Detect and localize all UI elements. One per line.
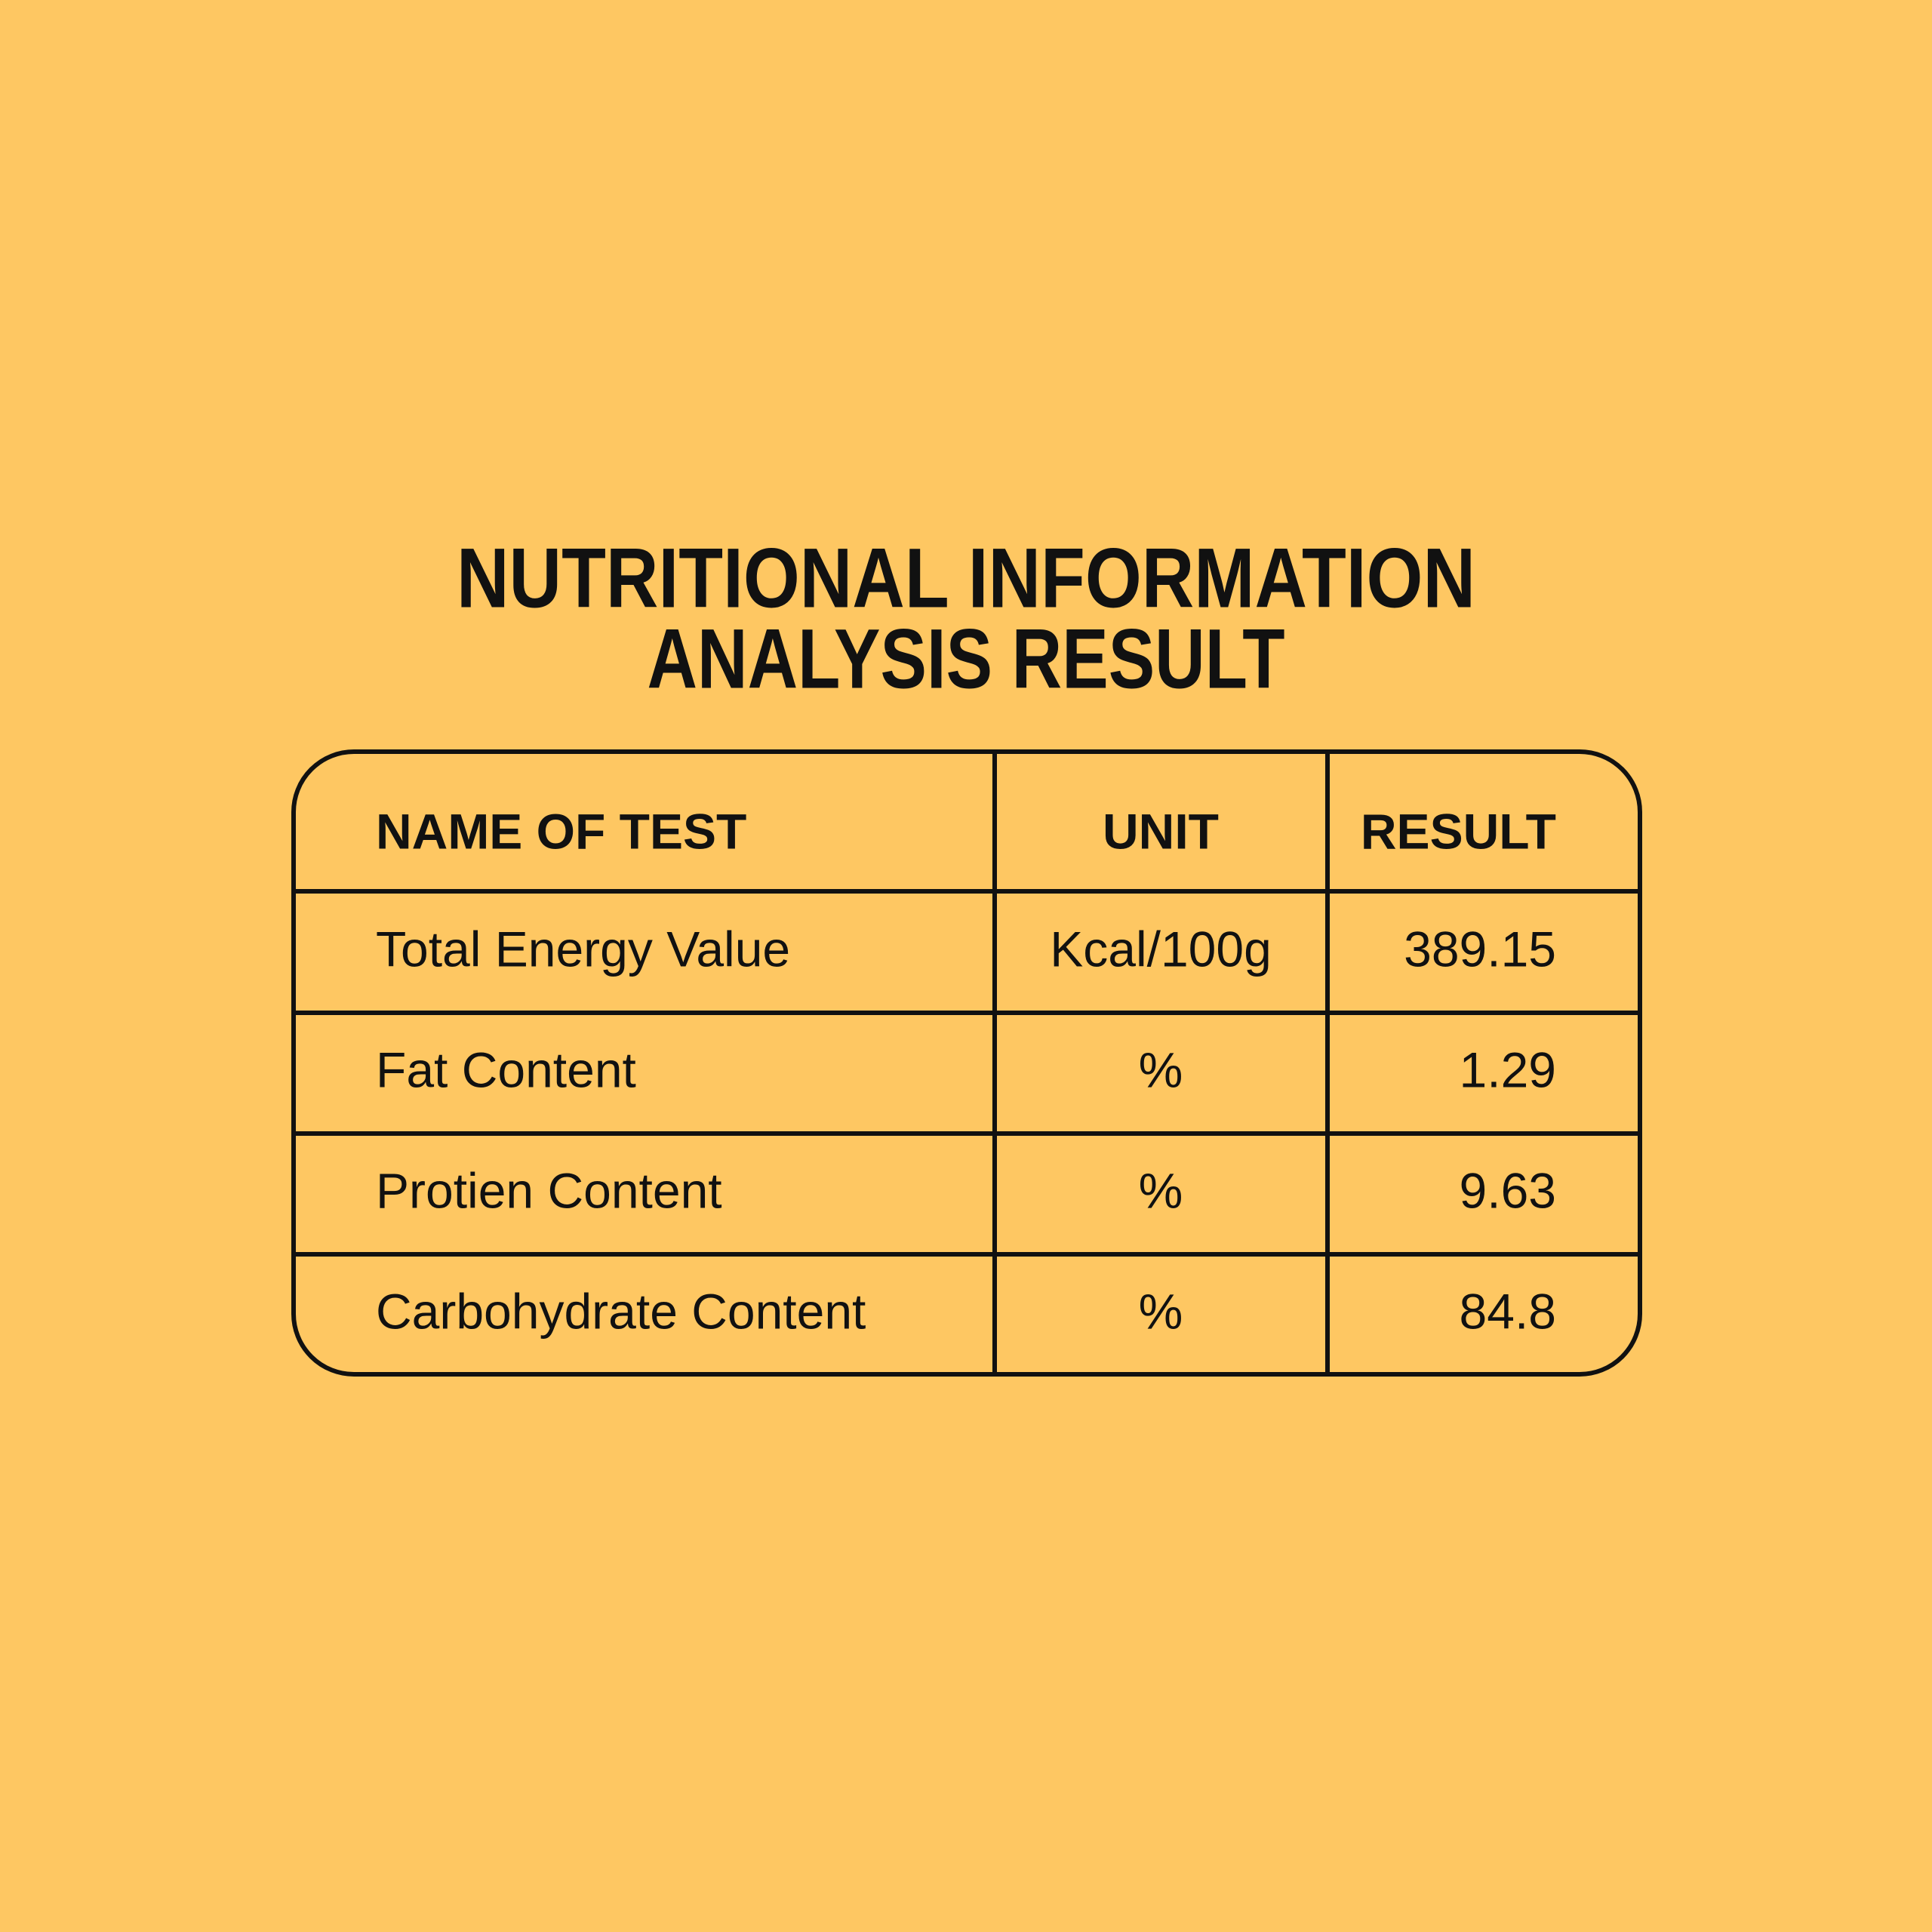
table-cell: % [1139,1041,1183,1097]
table: NAME OF TEST UNIT RESULT Total Energy Value… [291,749,1642,1377]
column-header: UNIT [1103,803,1219,859]
table-cell: 84.8 [1460,1283,1556,1339]
table-cell: 389.15 [1404,921,1556,977]
column-header: NAME OF TEST [376,803,746,859]
title-line: ANALYSIS RESULT [648,612,1285,706]
table-cell: Total Energy Value [376,921,790,977]
table-cell: % [1139,1162,1183,1218]
table-cell: Carbohydrate Content [376,1283,866,1339]
table-cell: Kcal/100g [1050,921,1272,977]
table-cell: Fat Content [376,1041,636,1097]
title-line: NUTRITIONAL INFORMATION [457,531,1475,626]
table-cell: 1.29 [1460,1041,1556,1097]
table-cell: Protien Content [376,1162,722,1218]
table-cell: 9.63 [1460,1162,1556,1218]
table-border [291,749,1642,1377]
column-header: RESULT [1361,803,1556,859]
table-cell: % [1139,1283,1183,1339]
